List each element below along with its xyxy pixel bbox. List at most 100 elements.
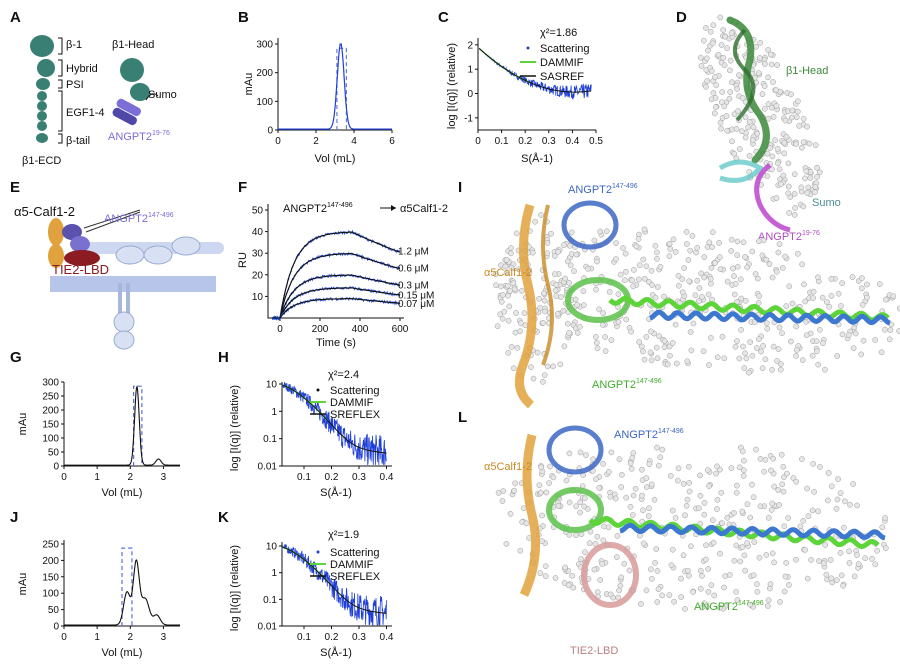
envelope-bead [734, 252, 741, 259]
envelope-bead [590, 456, 596, 463]
envelope-bead [547, 463, 553, 470]
envelope-bead [770, 343, 777, 350]
envelope-bead [781, 588, 788, 595]
envelope-bead [765, 515, 772, 521]
envelope-bead [701, 254, 708, 260]
envelope-bead [630, 283, 637, 290]
envelope-bead [648, 566, 654, 573]
panel-j-trace [64, 559, 180, 626]
envelope-bead [666, 240, 673, 247]
panel-f-xlabel: Time (s) [316, 337, 356, 349]
envelope-bead [705, 47, 711, 54]
envelope-bead [499, 315, 506, 322]
envelope-bead [834, 353, 841, 359]
panel-c-xlabel: S(Å-1) [521, 152, 553, 165]
c-yticks-tick-label: -1 [464, 113, 473, 124]
panel-f-title: ANGPT2147-496 [283, 202, 353, 215]
envelope-bead [757, 55, 763, 61]
envelope-bead [882, 545, 889, 551]
envelope-bead [566, 499, 573, 506]
envelope-bead [781, 474, 787, 481]
envelope-bead [773, 102, 780, 109]
envelope-bead [616, 456, 623, 463]
envelope-bead [788, 114, 795, 121]
envelope-bead [510, 365, 517, 372]
envelope-bead [501, 308, 508, 315]
envelope-bead [553, 281, 560, 288]
panel-e-kinase-1 [113, 311, 135, 333]
envelope-bead [724, 45, 730, 52]
panel-letter-j: J [10, 509, 18, 526]
envelope-bead [733, 489, 740, 496]
panel-h-legend-scattering: Scattering [330, 385, 380, 397]
envelope-bead [783, 133, 790, 140]
envelope-bead [728, 465, 735, 471]
envelope-bead [534, 349, 541, 356]
envelope-bead [786, 582, 792, 588]
envelope-bead [692, 292, 699, 299]
envelope-bead [537, 570, 544, 576]
envelope-bead [686, 488, 693, 495]
envelope-bead [825, 470, 832, 476]
k-xticks-tick-label: 0.2 [325, 632, 339, 643]
envelope-bead [608, 337, 615, 344]
envelope-bead [497, 311, 503, 318]
envelope-bead [699, 294, 705, 300]
envelope-bead [778, 451, 785, 458]
domain-label-psi: PSI [66, 79, 84, 91]
panel-j-ylabel: mAu [17, 573, 29, 596]
envelope-bead [750, 494, 757, 501]
g-yticks-tick-label: 100 [42, 434, 59, 445]
envelope-bead [794, 108, 801, 115]
panel-e-schematic: α5-Calf1-2 ANGPT2147-496 TIE2-LBD [14, 204, 224, 350]
envelope-bead [684, 358, 691, 365]
envelope-bead [788, 91, 794, 98]
h-xticks-tick-label: 0.1 [297, 472, 311, 483]
envelope-bead [706, 239, 713, 246]
envelope-bead [638, 601, 644, 607]
envelope-bead [623, 494, 630, 501]
panel-e-angpt-label: ANGPT2147-496 [104, 212, 174, 225]
c-yticks-tick-label: 1 [467, 65, 473, 76]
panel-l-tie2-label: TIE2-LBD [570, 645, 618, 657]
envelope-bead [538, 464, 545, 471]
envelope-bead [750, 572, 757, 579]
envelope-bead [508, 344, 515, 350]
j-yticks-tick-label: 0 [53, 622, 59, 633]
envelope-bead [495, 490, 502, 496]
envelope-bead [723, 113, 730, 119]
envelope-bead [709, 244, 715, 250]
envelope-bead [745, 124, 751, 131]
envelope-bead [647, 328, 654, 335]
panel-c-legend-scattering: Scattering [540, 43, 590, 55]
envelope-bead [774, 358, 780, 364]
envelope-bead [760, 237, 767, 244]
envelope-bead [813, 348, 820, 355]
envelope-bead [776, 166, 783, 173]
f-xticks-tick-label: 600 [392, 324, 409, 335]
envelope-bead [737, 276, 744, 283]
envelope-bead [726, 95, 733, 102]
panel-h-chart: 10 1 0.1 0.01 0.1 0.2 0.3 0.4 χ²=2.4 Scatterin… [229, 369, 394, 499]
envelope-bead [728, 248, 735, 254]
beta1-head-label: β1-Head [112, 39, 154, 51]
envelope-bead [544, 250, 551, 257]
f-yticks-tick-label: 30 [252, 249, 264, 260]
envelope-bead [621, 277, 628, 284]
f-yticks-tick-label: 20 [252, 270, 264, 281]
envelope-bead [646, 461, 653, 468]
envelope-bead [583, 452, 589, 458]
envelope-bead [804, 485, 810, 492]
envelope-bead [709, 229, 716, 236]
envelope-bead [744, 501, 751, 508]
envelope-bead [648, 575, 655, 582]
panel-letter-a: A [10, 9, 21, 26]
envelope-bead [765, 603, 771, 609]
envelope-bead [740, 239, 747, 246]
envelope-bead [761, 83, 768, 89]
envelope-bead [805, 513, 812, 520]
envelope-bead [697, 492, 704, 499]
envelope-bead [728, 236, 735, 243]
envelope-bead [643, 587, 650, 594]
k-yticks-tick-label: 0.01 [258, 622, 278, 633]
